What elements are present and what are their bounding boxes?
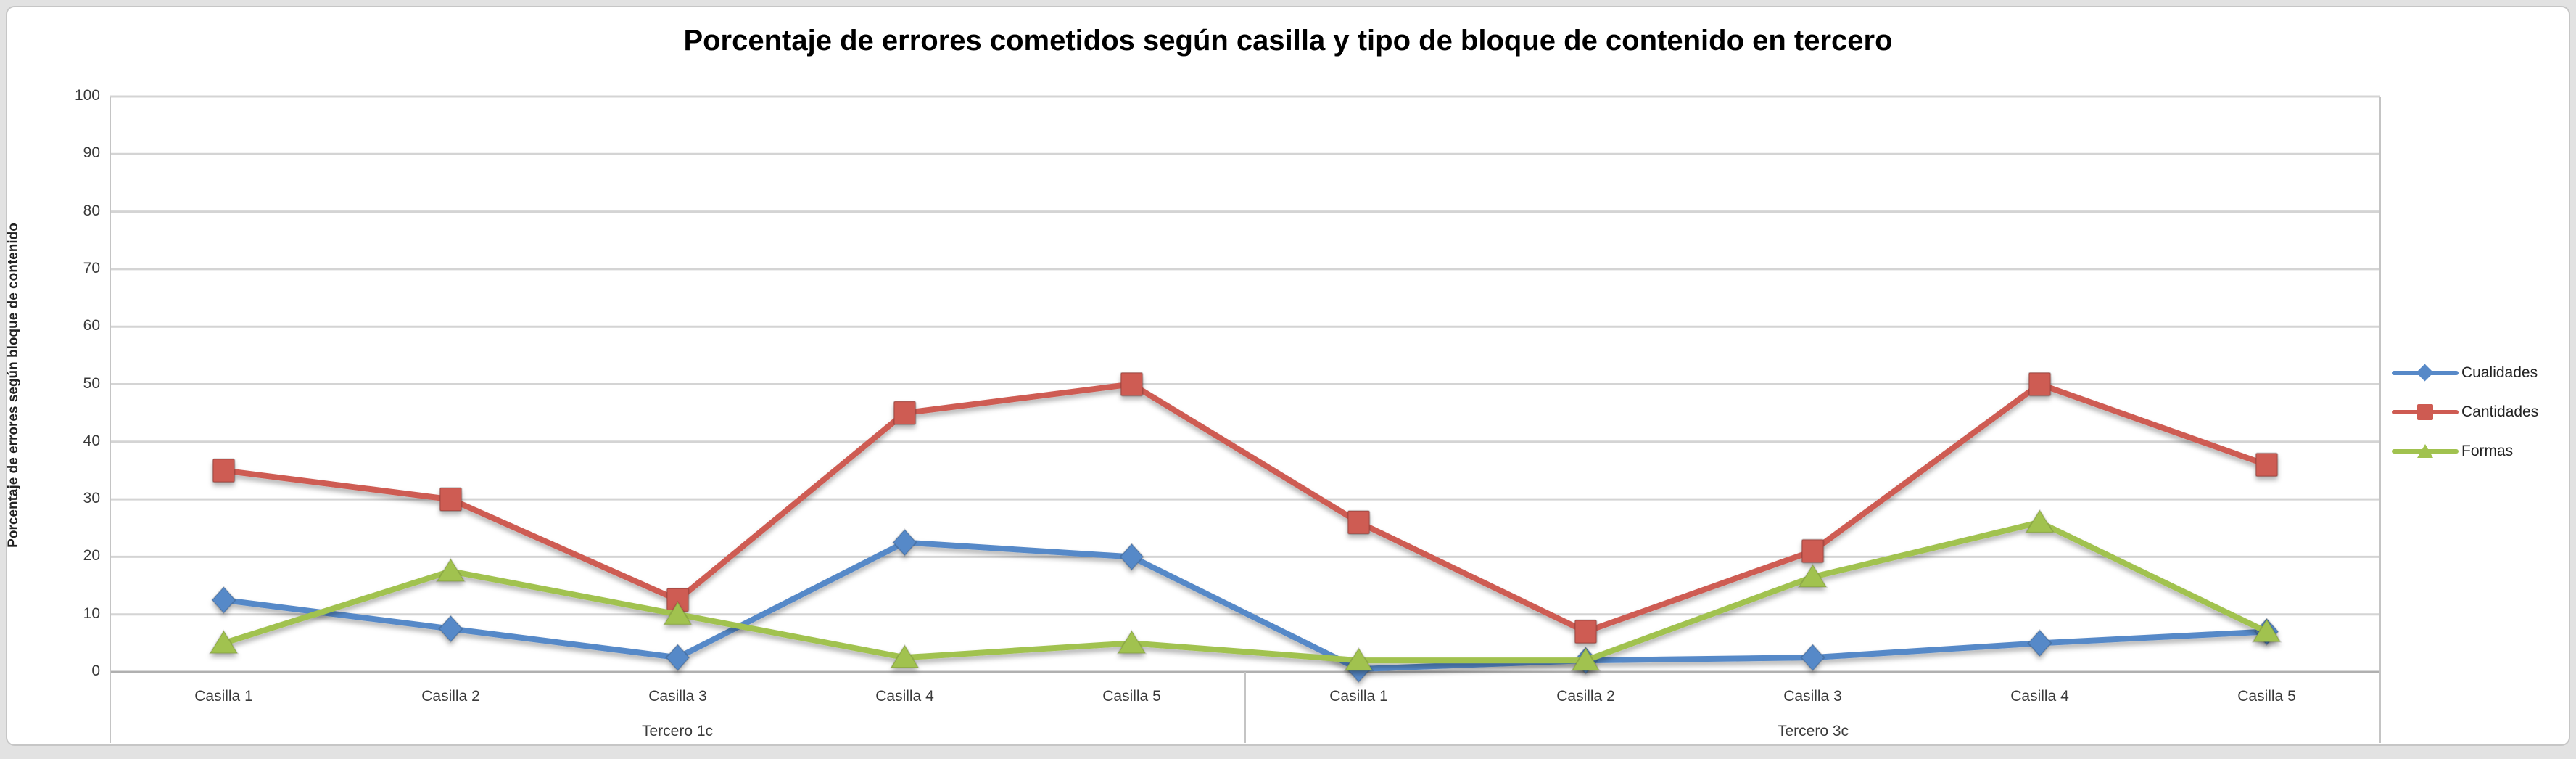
category-label-2-casilla-3: Casilla 3 bbox=[1783, 688, 1842, 705]
marker-cantidades-7 bbox=[1574, 619, 1598, 644]
legend-label-cantidades: Cantidades bbox=[2461, 403, 2539, 420]
category-label-2-casilla-2: Casilla 2 bbox=[1556, 688, 1615, 705]
marker-formas-2 bbox=[435, 557, 466, 583]
marker-formas-9 bbox=[2024, 508, 2055, 533]
marker-cantidades-5 bbox=[1120, 372, 1144, 397]
y-tick-label-0: 0 bbox=[91, 662, 100, 679]
series-line-formas bbox=[220, 519, 2270, 664]
grid-lines bbox=[110, 95, 2381, 743]
marker-cualidades-1 bbox=[211, 586, 236, 615]
y-tick-label-30: 30 bbox=[83, 490, 100, 507]
marker-formas-4 bbox=[889, 644, 920, 669]
category-label-1-casilla-1: Casilla 1 bbox=[194, 688, 253, 705]
category-label-2-casilla-1: Casilla 1 bbox=[1329, 688, 1388, 705]
marker-cualidades-2 bbox=[438, 615, 463, 644]
marker-cualidades-4 bbox=[892, 528, 917, 557]
cualidades-line-marker-icon bbox=[2392, 361, 2459, 385]
y-tick-label-100: 100 bbox=[74, 87, 100, 104]
category-label-1-casilla-5: Casilla 5 bbox=[1102, 688, 1161, 705]
marker-cualidades-8 bbox=[1800, 643, 1825, 672]
legend-label-cualidades: Cualidades bbox=[2461, 364, 2538, 381]
x-axis-group-label-1: Tercero 1c bbox=[641, 723, 714, 739]
marker-cantidades-9 bbox=[2028, 372, 2052, 397]
y-tick-label-50: 50 bbox=[83, 374, 100, 392]
y-tick-label-10: 10 bbox=[83, 604, 100, 622]
cantidades-line-marker-icon bbox=[2392, 401, 2459, 424]
marker-cantidades-10 bbox=[2255, 452, 2279, 477]
y-tick-label-60: 60 bbox=[83, 317, 100, 335]
formas-line-marker-icon bbox=[2392, 440, 2459, 463]
chart-card bbox=[6, 6, 2570, 746]
legend-label-formas: Formas bbox=[2461, 443, 2514, 459]
marker-formas-6 bbox=[1343, 647, 1374, 672]
series-lines bbox=[208, 372, 2282, 684]
series-cantidades bbox=[212, 372, 2279, 644]
marker-cualidades-5 bbox=[1119, 542, 1144, 571]
legend-item-formas: Formas bbox=[2392, 432, 2538, 471]
y-tick-label-40: 40 bbox=[83, 432, 100, 449]
marker-formas-7 bbox=[1570, 647, 1601, 672]
marker-cantidades-4 bbox=[893, 401, 917, 426]
series-line-cantidades bbox=[220, 381, 2270, 635]
marker-formas-5 bbox=[1116, 629, 1147, 655]
category-label-2-casilla-5: Casilla 5 bbox=[2237, 688, 2296, 705]
legend-item-cantidades: Cantidades bbox=[2392, 393, 2538, 432]
category-label-2-casilla-4: Casilla 4 bbox=[2010, 688, 2069, 705]
marker-cantidades-6 bbox=[1347, 509, 1371, 535]
y-tick-label-70: 70 bbox=[83, 259, 100, 276]
category-label-1-casilla-3: Casilla 3 bbox=[648, 688, 707, 705]
series-formas bbox=[208, 508, 2282, 672]
series-cualidades bbox=[211, 528, 2279, 684]
y-tick-label-90: 90 bbox=[83, 144, 100, 162]
category-label-1-casilla-4: Casilla 4 bbox=[875, 688, 934, 705]
marker-cantidades-1 bbox=[212, 458, 236, 483]
marker-formas-8 bbox=[1797, 563, 1828, 588]
marker-cantidades-8 bbox=[1801, 538, 1825, 564]
marker-formas-3 bbox=[662, 600, 693, 625]
marker-cualidades-9 bbox=[2027, 628, 2052, 657]
marker-formas-1 bbox=[208, 629, 239, 655]
marker-cantidades-2 bbox=[439, 487, 463, 512]
x-axis-group-label-2: Tercero 3c bbox=[1777, 723, 1849, 739]
y-tick-label-80: 80 bbox=[83, 202, 100, 219]
y-tick-label-20: 20 bbox=[83, 547, 100, 565]
category-label-1-casilla-2: Casilla 2 bbox=[421, 688, 480, 705]
marker-formas-10 bbox=[2251, 618, 2282, 643]
legend: Cualidades Cantidades Formas bbox=[2392, 353, 2538, 471]
legend-item-cualidades: Cualidades bbox=[2392, 353, 2538, 393]
chart-title: Porcentaje de errores cometidos según ca… bbox=[683, 25, 1893, 57]
marker-cualidades-3 bbox=[665, 643, 690, 672]
series-line-cualidades bbox=[220, 539, 2270, 673]
